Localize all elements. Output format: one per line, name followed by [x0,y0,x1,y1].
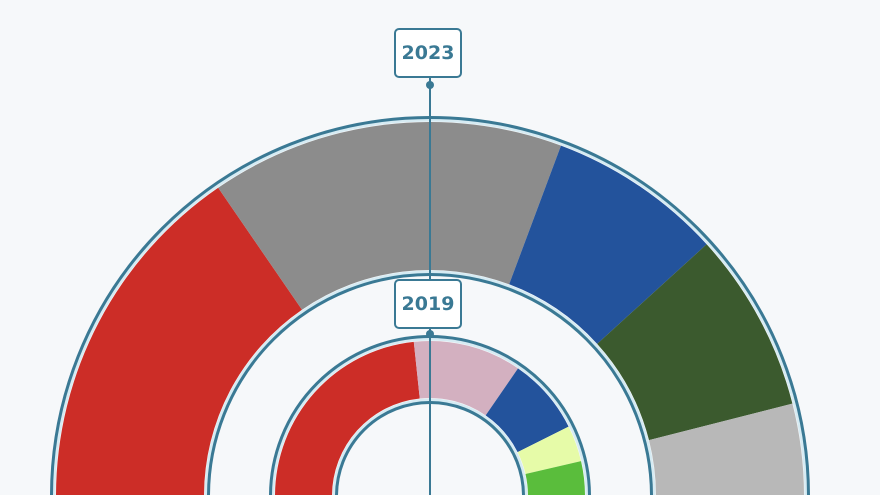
pointer-dot-2023 [426,81,434,89]
segment-2019-1 [275,341,420,495]
segment-2023-3 [509,145,707,344]
segment-2023-4 [597,244,793,441]
year-label-2023: 2023 [394,28,462,78]
segment-2019-5 [525,461,585,495]
year-label-2019: 2019 [394,279,462,329]
segment-2019-3 [485,368,569,453]
segment-2019-2 [413,341,519,416]
segment-2023-5 [648,403,804,495]
segment-2023-1 [56,187,302,495]
segment-2023-2 [218,122,561,310]
segment-2019-4 [517,426,582,474]
pointer-dot-2019 [426,330,434,338]
